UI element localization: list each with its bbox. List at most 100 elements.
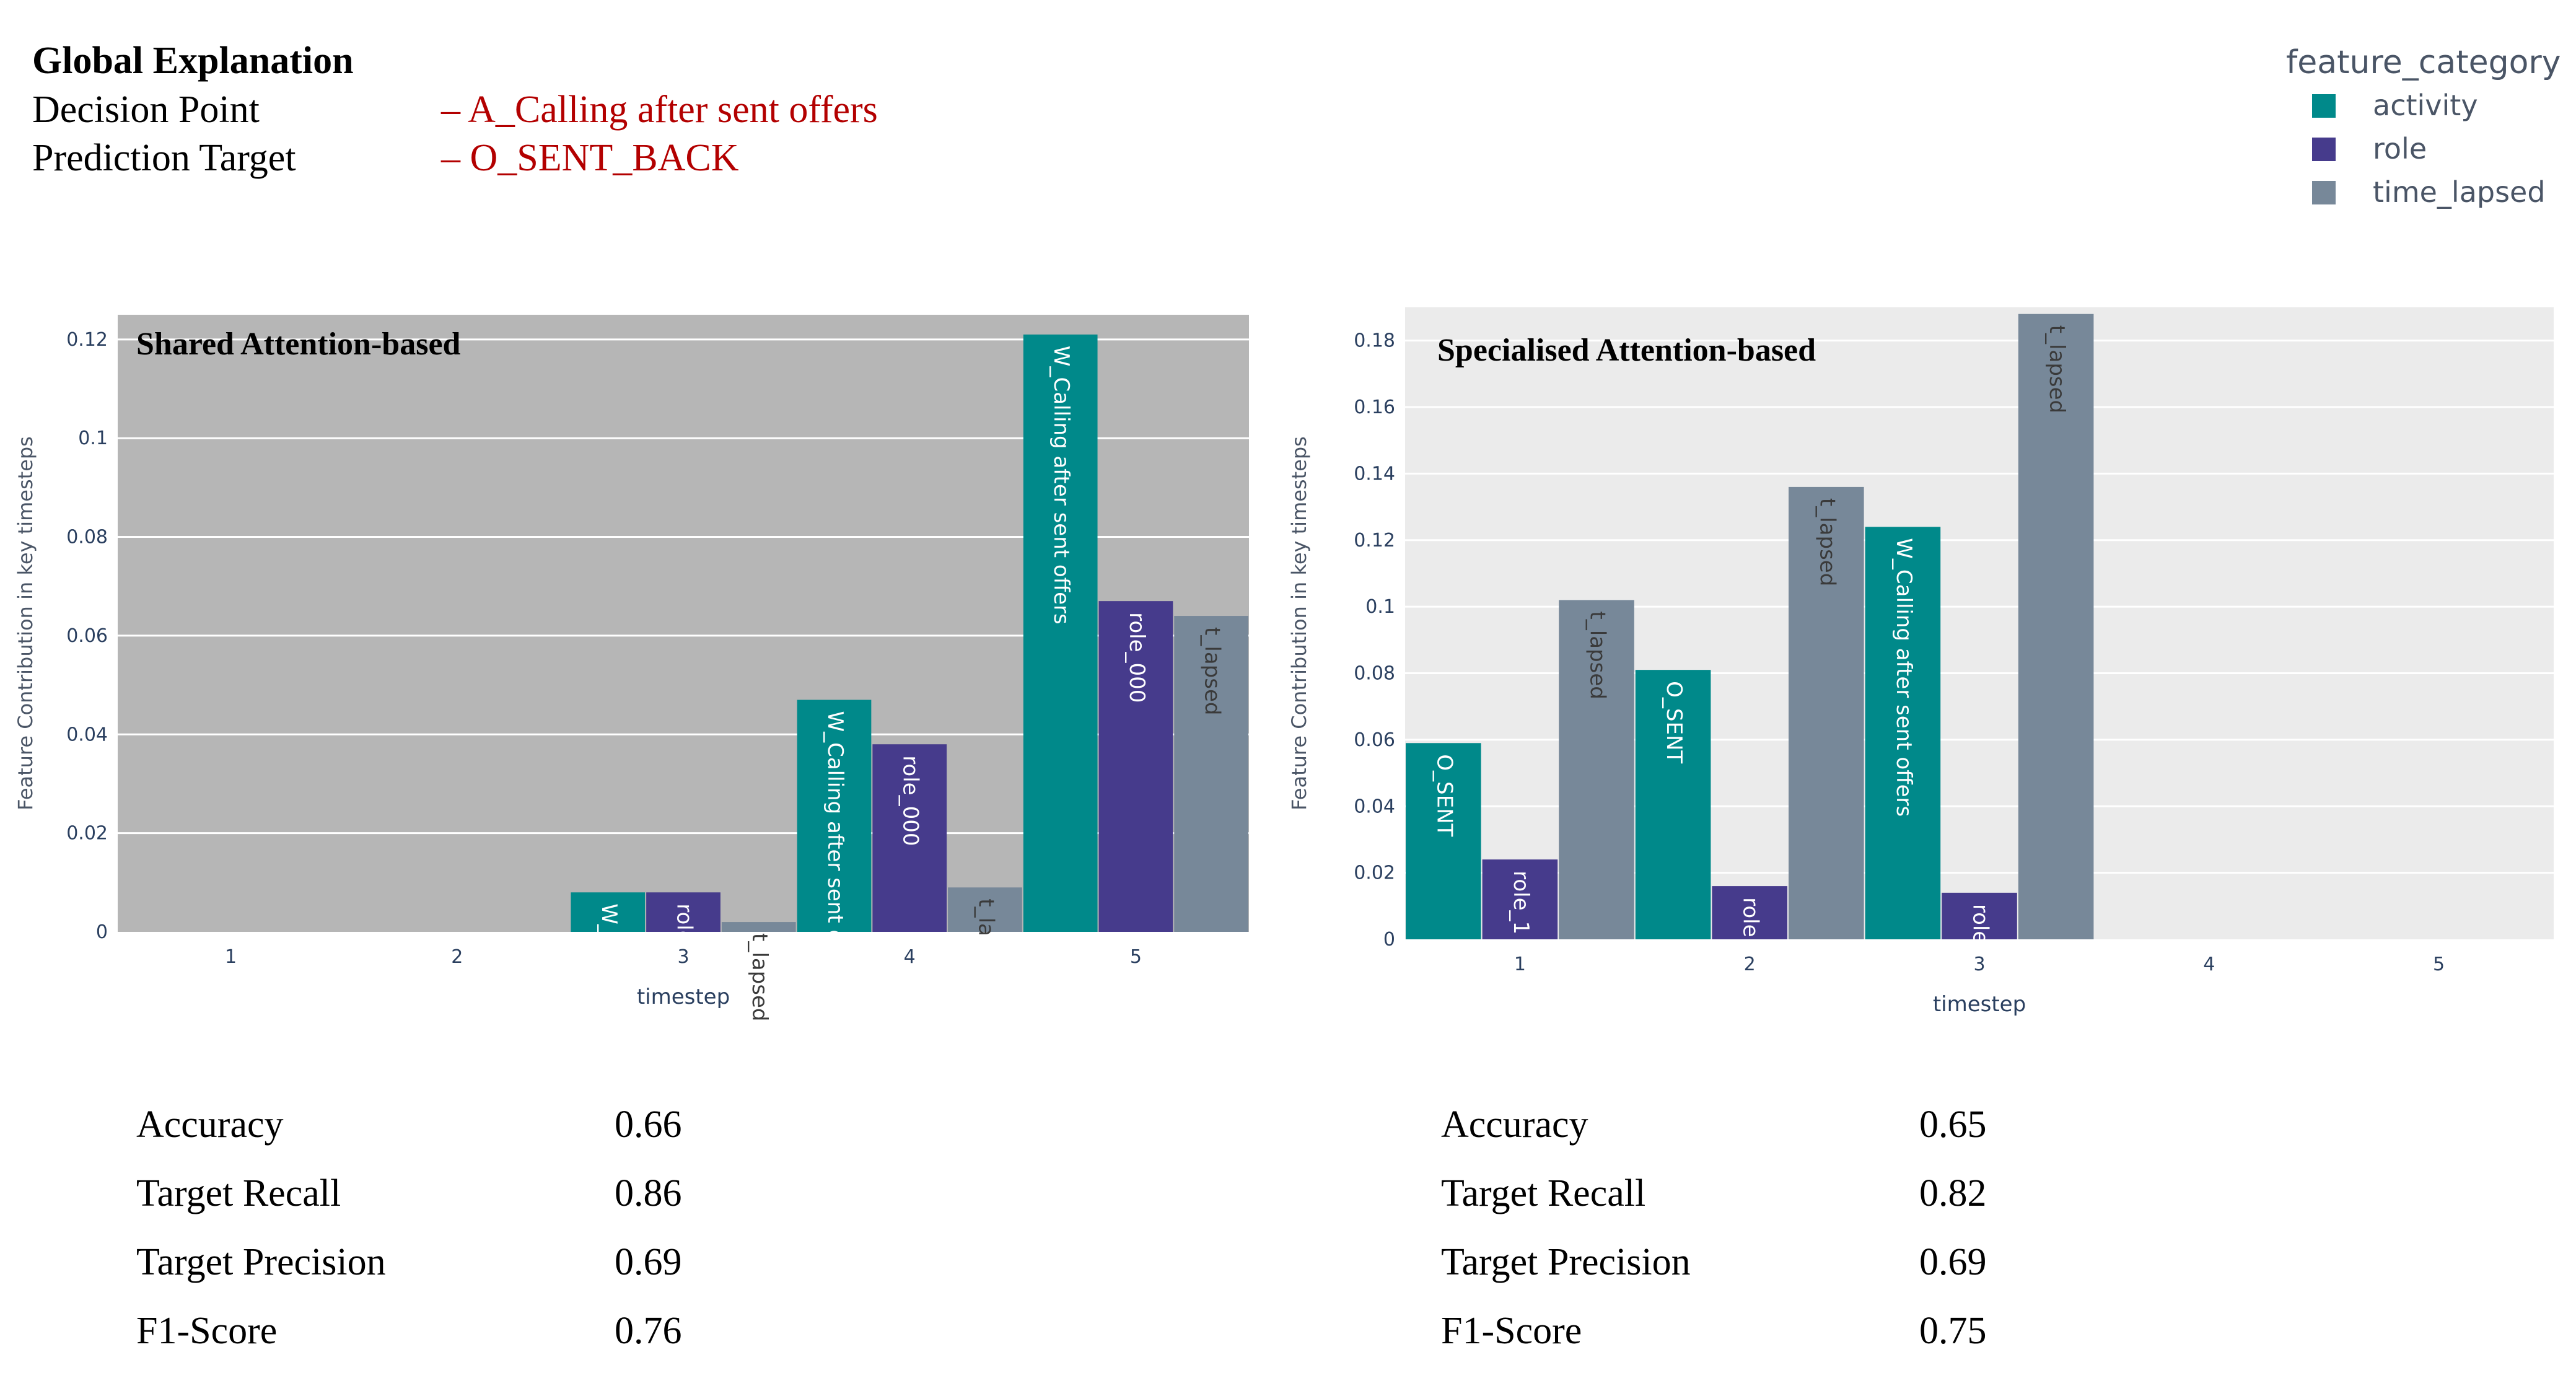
bar-activity[interactable] (797, 700, 872, 932)
bar-label: t_lapsed (2044, 325, 2069, 413)
bar-time-lapsed[interactable] (1789, 486, 1864, 939)
metric-label: Accuracy (1441, 1104, 1588, 1146)
bar-label: t_la (973, 898, 998, 936)
bar-time-lapsed[interactable] (1174, 616, 1248, 932)
bar-label: W_Calling after sent o (823, 711, 848, 943)
metric-value: 0.69 (1919, 1241, 1987, 1283)
bar-label: O_SENT (1432, 754, 1457, 836)
metric-label: Target Precision (1441, 1241, 1691, 1283)
x-tick-label: 1 (1514, 954, 1526, 975)
metric-value: 0.82 (1919, 1172, 1987, 1214)
legend-label-time-lapsed: time_lapsed (2373, 175, 2546, 209)
bar-label: W_Calling after sent offers (1891, 538, 1916, 817)
x-tick-label: 2 (451, 946, 463, 968)
bar-label: role_000 (1124, 612, 1149, 703)
x-tick-label: 4 (904, 946, 916, 968)
metric-label: Target Precision (136, 1241, 386, 1283)
x-axis-label: timestep (1933, 992, 2026, 1017)
legend-item-role[interactable]: role (2286, 128, 2561, 171)
y-tick-label: 0.12 (1354, 530, 1395, 551)
x-tick-label: 1 (225, 946, 237, 968)
bar-label: t_lapsed (1200, 627, 1225, 715)
legend-swatch-activity (2312, 94, 2336, 118)
metric-value: 0.86 (615, 1172, 682, 1214)
y-tick-label: 0 (1383, 929, 1395, 950)
specialised-attention-chart: 0 0.02 0.04 0.06 0.08 0.1 0.12 0.14 0.16 0.18 O_SE… (1287, 307, 2554, 1017)
y-tick-label: 0.14 (1354, 463, 1395, 485)
x-tick-label: 4 (2203, 954, 2215, 975)
shared-attention-chart-svg: 0 0.02 0.04 0.06 0.08 0.1 0.12 W_ W_Calling afte… (14, 315, 1249, 1021)
decision-point-row: Decision Point – A_Calling after sent of… (32, 86, 878, 134)
y-tick-label: 0.02 (66, 823, 108, 845)
bar-label: O_SENT (1662, 681, 1686, 763)
x-axis-label: timestep (637, 985, 730, 1009)
metric-label: Accuracy (136, 1104, 284, 1146)
bar-role[interactable] (1712, 886, 1787, 939)
bar-time-lapsed[interactable] (2018, 314, 2094, 940)
bar-label: W_Calling after sent offers (1049, 346, 1074, 625)
legend-title: feature_category (2286, 44, 2561, 81)
x-tick-label: 5 (2433, 954, 2445, 975)
bar-label: t_lapsed (747, 933, 772, 1021)
chart-title: Shared Attention-based (136, 327, 461, 362)
y-tick-label: 0.02 (1354, 862, 1395, 884)
legend-item-activity[interactable]: activity (2286, 84, 2561, 128)
legend-item-time-lapsed[interactable]: time_lapsed (2286, 171, 2561, 214)
metric-label: F1-Score (136, 1310, 278, 1352)
y-tick-label: 0.04 (66, 724, 108, 745)
metric-value: 0.76 (615, 1310, 682, 1352)
prediction-target-row: Prediction Target – O_SENT_BACK (32, 134, 739, 182)
bar-label: role (1968, 904, 1993, 944)
y-axis-label: Feature Contribution in key timesteps (14, 436, 37, 810)
bar-label: role_000 (898, 755, 923, 846)
legend-label-role: role (2373, 132, 2427, 165)
bar-activity[interactable] (1023, 334, 1098, 932)
prediction-target-value: – O_SENT_BACK (441, 137, 739, 179)
shared-attention-chart: 0 0.02 0.04 0.06 0.08 0.1 0.12 W_ W_Calling afte… (0, 0, 1289, 1053)
bar-label: role (1738, 897, 1763, 937)
bar-role[interactable] (872, 744, 947, 932)
x-tick-label: 3 (677, 946, 689, 968)
bar-time-lapsed[interactable] (1559, 600, 1634, 939)
header: Global Explanation Decision Point – A_Ca… (32, 36, 878, 182)
y-tick-label: 0.08 (66, 527, 108, 548)
chart-title: Specialised Attention-based (1437, 333, 1816, 368)
bar-role[interactable] (1942, 892, 2017, 939)
bar-activity[interactable] (1865, 527, 1941, 939)
metric-label: F1-Score (1441, 1310, 1582, 1352)
bar-role[interactable] (1098, 601, 1173, 932)
decision-point-value: – A_Calling after sent offers (441, 89, 878, 131)
x-tick-label: 5 (1130, 946, 1142, 968)
y-tick-label: 0.1 (1365, 596, 1395, 618)
bar-time-lapsed[interactable] (948, 887, 1022, 932)
x-tick-label: 3 (1973, 954, 1985, 975)
bar-activity[interactable] (1406, 743, 1481, 939)
bar-time-lapsed[interactable] (721, 922, 796, 932)
metric-value: 0.69 (615, 1241, 682, 1283)
bar-label: role (672, 903, 697, 943)
bar-label: role_1 (1509, 871, 1533, 934)
bar-role[interactable] (646, 892, 721, 932)
y-tick-label: 0.06 (1354, 729, 1395, 751)
x-tick-label: 2 (1744, 954, 1756, 975)
legend: feature_category activity role time_laps… (2286, 41, 2561, 214)
y-tick-label: 0.18 (1354, 330, 1395, 352)
y-tick-label: 0.16 (1354, 397, 1395, 418)
metric-value: 0.66 (615, 1104, 682, 1146)
bar-role[interactable] (1482, 859, 1558, 939)
y-tick-label: 0.06 (66, 625, 108, 647)
page-title: Global Explanation (32, 40, 354, 82)
bar-activity[interactable] (1635, 670, 1711, 939)
decision-point-label: Decision Point (32, 89, 260, 131)
legend-label-activity: activity (2373, 89, 2478, 122)
bar-label: t_lapsed (1815, 498, 1839, 586)
y-tick-label: 0.12 (66, 329, 108, 351)
legend-swatch-role (2312, 138, 2336, 161)
specialised-attention-chart-svg: 0 0.02 0.04 0.06 0.08 0.1 0.12 0.14 0.16 0.18 O_SE… (1287, 307, 2554, 1017)
bar-label: t_lapsed (1585, 611, 1610, 699)
legend-swatch-time-lapsed (2312, 181, 2336, 204)
metric-label: Target Recall (1441, 1172, 1646, 1214)
bar-activity[interactable] (571, 892, 646, 932)
bar-label: W_ (597, 903, 621, 936)
metric-value: 0.65 (1919, 1104, 1987, 1146)
